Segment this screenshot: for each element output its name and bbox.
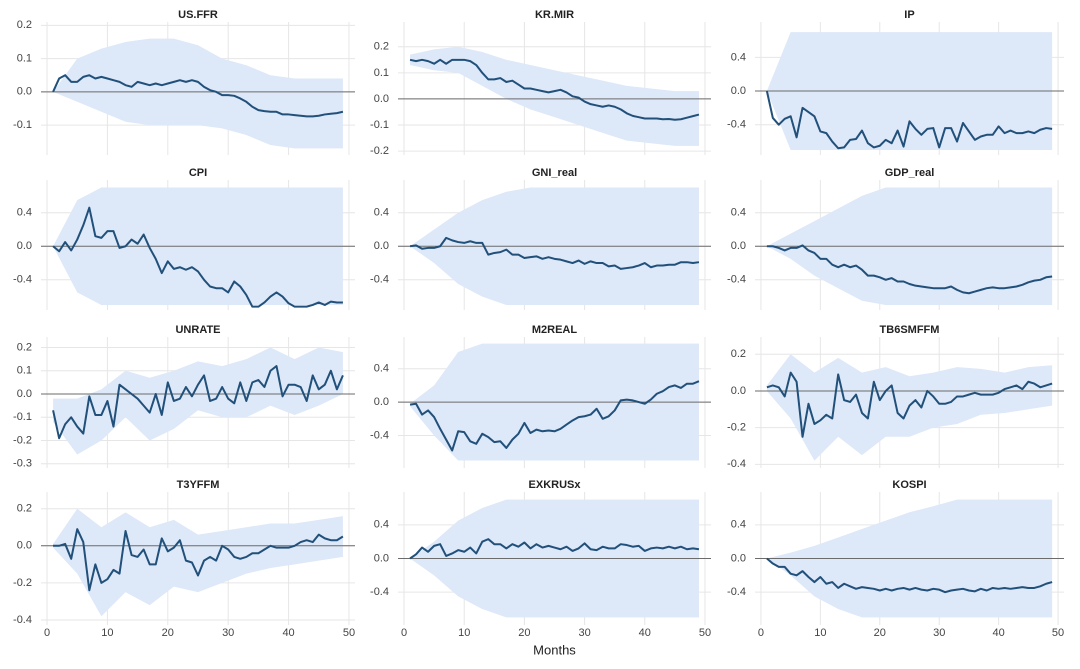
x-tick-label: 20: [874, 627, 886, 639]
y-tick-label: 0.0: [374, 240, 389, 252]
x-tick-label: 50: [1052, 627, 1064, 639]
response-line: [409, 58, 700, 121]
x-tick-label: 20: [162, 627, 174, 639]
confidence-band: [53, 347, 343, 455]
response-line: [53, 528, 344, 592]
panel-title: UNRATE: [175, 324, 220, 336]
y-tick-label: -0.4: [727, 119, 746, 131]
y-tick-label: -0.4: [370, 274, 389, 286]
y-tick-label: 0.0: [374, 93, 389, 105]
y-tick-label: 0.2: [17, 503, 32, 515]
panel-title: CPI: [189, 167, 207, 179]
y-tick-label: 0.4: [731, 519, 746, 531]
y-tick-label: 0.4: [374, 519, 389, 531]
y-tick-label: 0.2: [17, 19, 32, 31]
y-tick-label: 0.2: [731, 348, 746, 360]
panel-title: KOSPI: [892, 479, 926, 491]
panel-title: IP: [904, 9, 914, 21]
y-tick-label: -0.4: [727, 458, 746, 470]
x-tick-label: 20: [518, 627, 530, 639]
x-tick-label: 30: [578, 627, 590, 639]
y-tick-label: 0.4: [374, 363, 389, 375]
panel-title: US.FFR: [178, 9, 218, 21]
y-tick-label: 0.4: [17, 207, 32, 219]
y-tick-label: 0.0: [17, 86, 32, 98]
panel-title: GNI_real: [532, 167, 577, 179]
y-tick-label: -0.4: [370, 586, 389, 598]
response-line: [52, 365, 344, 440]
response-line: [409, 538, 700, 560]
x-tick-label: 0: [44, 627, 50, 639]
y-tick-label: -0.4: [727, 274, 746, 286]
response-line: [52, 74, 344, 118]
y-tick-label: 0.4: [731, 51, 746, 63]
response-line: [766, 557, 1053, 594]
response-line: [52, 206, 343, 308]
panel-title: T3YFFM: [177, 479, 220, 491]
y-tick-label: 0.1: [17, 52, 32, 64]
x-tick-label: 10: [458, 627, 470, 639]
response-line: [766, 371, 1053, 438]
x-tick-label: 30: [933, 627, 945, 639]
y-tick-label: 0.0: [374, 396, 389, 408]
panel-title: TB6SMFFM: [880, 324, 940, 336]
x-tick-label: 0: [401, 627, 407, 639]
confidence-band: [53, 508, 343, 617]
panel-title: KR.MIR: [535, 9, 574, 21]
confidence-band: [53, 38, 343, 149]
panel-title: EXKRUSx: [529, 479, 582, 491]
y-tick-label: 0.2: [374, 41, 389, 53]
y-tick-label: 0.0: [731, 85, 746, 97]
y-tick-label: 0.1: [17, 365, 32, 377]
response-line: [409, 380, 700, 452]
y-tick-label: -0.2: [13, 434, 32, 446]
y-tick-label: -0.1: [13, 411, 32, 423]
y-tick-label: 0.0: [17, 540, 32, 552]
y-tick-label: 0.0: [731, 385, 746, 397]
panel-title: M2REAL: [532, 324, 578, 336]
y-tick-label: 0.4: [374, 207, 389, 219]
y-tick-label: -0.4: [13, 274, 32, 286]
x-tick-label: 10: [814, 627, 826, 639]
y-tick-label: -0.4: [727, 586, 746, 598]
x-tick-label: 50: [343, 627, 355, 639]
y-tick-label: -0.3: [13, 458, 32, 470]
y-tick-label: 0.0: [17, 388, 32, 400]
y-tick-label: 0.0: [17, 240, 32, 252]
y-tick-label: 0.0: [374, 552, 389, 564]
y-tick-label: -0.4: [370, 429, 389, 441]
y-tick-label: 0.1: [374, 67, 389, 79]
y-tick-label: -0.2: [727, 422, 746, 434]
y-tick-label: 0.0: [731, 240, 746, 252]
y-tick-label: -0.1: [370, 119, 389, 131]
y-tick-label: -0.1: [13, 119, 32, 131]
response-line: [765, 90, 1053, 150]
x-tick-label: 0: [758, 627, 764, 639]
x-tick-label: 40: [639, 627, 651, 639]
y-tick-label: -0.2: [370, 145, 389, 157]
x-axis-label: Months: [533, 642, 576, 657]
x-tick-label: 50: [699, 627, 711, 639]
x-tick-label: 10: [101, 627, 113, 639]
x-tick-label: 40: [282, 627, 294, 639]
response-line: [766, 244, 1053, 295]
x-tick-label: 30: [222, 627, 234, 639]
confidence-band: [410, 46, 699, 146]
y-tick-label: -0.2: [13, 577, 32, 589]
y-tick-label: 0.4: [731, 207, 746, 219]
y-tick-label: 0.0: [731, 552, 746, 564]
panel-title: GDP_real: [885, 167, 935, 179]
x-tick-label: 40: [993, 627, 1005, 639]
y-tick-label: 0.2: [17, 341, 32, 353]
response-line: [409, 236, 700, 270]
y-tick-label: -0.4: [13, 614, 32, 626]
